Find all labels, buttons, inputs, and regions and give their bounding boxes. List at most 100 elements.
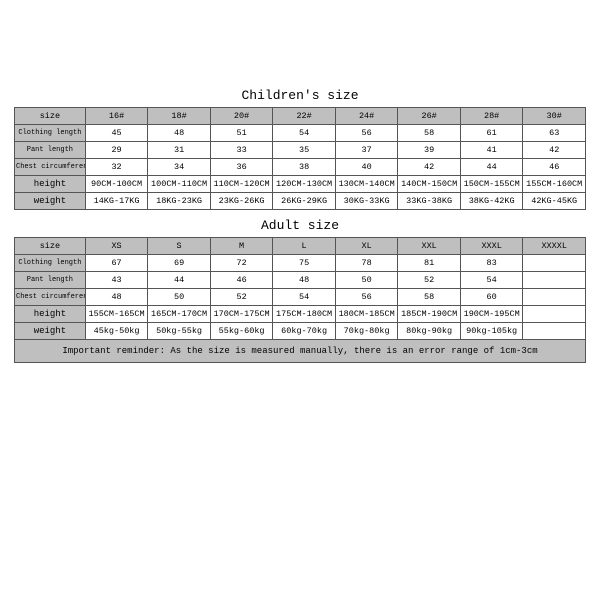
children-size-table: size 16# 18# 20# 22# 24# 26# 28# 30# Clo… — [14, 107, 586, 210]
adult-size-col: S — [148, 238, 211, 255]
cell: 18KG-23KG — [148, 193, 211, 210]
cell: 67 — [85, 255, 148, 272]
cell: 50kg-55kg — [148, 323, 211, 340]
row-label: height — [15, 176, 86, 193]
adult-size-table: size XS S M L XL XXL XXXL XXXXL Clothing… — [14, 237, 586, 363]
cell: 165CM-170CM — [148, 306, 211, 323]
adult-header-row: size XS S M L XL XXL XXXL XXXXL — [15, 238, 586, 255]
cell: 26KG-29KG — [273, 193, 336, 210]
adult-size-col: XXL — [398, 238, 461, 255]
cell: 90CM-100CM — [85, 176, 148, 193]
cell: 50 — [148, 289, 211, 306]
cell: 51 — [210, 125, 273, 142]
children-size-col: 18# — [148, 108, 211, 125]
cell: 14KG-17KG — [85, 193, 148, 210]
cell: 54 — [273, 289, 336, 306]
cell: 130CM-140CM — [335, 176, 398, 193]
cell: 58 — [398, 125, 461, 142]
cell: 56 — [335, 125, 398, 142]
table-row: weight 45kg-50kg 50kg-55kg 55kg-60kg 60k… — [15, 323, 586, 340]
cell: 40 — [335, 159, 398, 176]
cell: 100CM-110CM — [148, 176, 211, 193]
cell: 70kg-80kg — [335, 323, 398, 340]
cell: 83 — [460, 255, 523, 272]
adult-size-col: XXXL — [460, 238, 523, 255]
children-size-col: 26# — [398, 108, 461, 125]
cell: 170CM-175CM — [210, 306, 273, 323]
cell: 52 — [398, 272, 461, 289]
cell: 46 — [523, 159, 586, 176]
cell: 38 — [273, 159, 336, 176]
cell: 46 — [210, 272, 273, 289]
cell: 185CM-190CM — [398, 306, 461, 323]
cell: 54 — [460, 272, 523, 289]
adult-size-col: XS — [85, 238, 148, 255]
cell: 80kg-90kg — [398, 323, 461, 340]
cell: 190CM-195CM — [460, 306, 523, 323]
row-label: Clothing length — [15, 255, 86, 272]
children-size-col: 30# — [523, 108, 586, 125]
table-row: Pant length 43 44 46 48 50 52 54 — [15, 272, 586, 289]
cell: 155CM-165CM — [85, 306, 148, 323]
cell: 41 — [460, 142, 523, 159]
children-header-row: size 16# 18# 20# 22# 24# 26# 28# 30# — [15, 108, 586, 125]
children-size-col: 24# — [335, 108, 398, 125]
cell: 39 — [398, 142, 461, 159]
cell: 43 — [85, 272, 148, 289]
cell: 180CM-185CM — [335, 306, 398, 323]
adult-size-col: M — [210, 238, 273, 255]
adult-size-col: XXXXL — [523, 238, 586, 255]
cell: 120CM-130CM — [273, 176, 336, 193]
table-row: height 90CM-100CM 100CM-110CM 110CM-120C… — [15, 176, 586, 193]
adult-size-col: XL — [335, 238, 398, 255]
table-row: Chest circumference 1/2 48 50 52 54 56 5… — [15, 289, 586, 306]
cell: 33KG-38KG — [398, 193, 461, 210]
cell: 69 — [148, 255, 211, 272]
cell: 55kg-60kg — [210, 323, 273, 340]
reminder-text: Important reminder: As the size is measu… — [15, 340, 586, 363]
cell: 150CM-155CM — [460, 176, 523, 193]
table-row: height 155CM-165CM 165CM-170CM 170CM-175… — [15, 306, 586, 323]
cell: 45kg-50kg — [85, 323, 148, 340]
cell: 175CM-180CM — [273, 306, 336, 323]
children-title: Children's size — [14, 88, 586, 103]
cell: 38KG-42KG — [460, 193, 523, 210]
cell — [523, 272, 586, 289]
row-label: Clothing length — [15, 125, 86, 142]
cell — [523, 306, 586, 323]
cell: 44 — [460, 159, 523, 176]
row-label: weight — [15, 193, 86, 210]
cell: 32 — [85, 159, 148, 176]
table-row: Chest circumference 1/2 32 34 36 38 40 4… — [15, 159, 586, 176]
cell: 23KG-26KG — [210, 193, 273, 210]
table-row: weight 14KG-17KG 18KG-23KG 23KG-26KG 26K… — [15, 193, 586, 210]
adult-size-label: size — [15, 238, 86, 255]
reminder-row: Important reminder: As the size is measu… — [15, 340, 586, 363]
cell: 140CM-150CM — [398, 176, 461, 193]
cell: 45 — [85, 125, 148, 142]
row-label: weight — [15, 323, 86, 340]
cell: 33 — [210, 142, 273, 159]
cell — [523, 289, 586, 306]
cell: 48 — [273, 272, 336, 289]
cell: 36 — [210, 159, 273, 176]
cell: 61 — [460, 125, 523, 142]
adult-size-col: L — [273, 238, 336, 255]
cell: 37 — [335, 142, 398, 159]
row-label: Pant length — [15, 272, 86, 289]
cell: 72 — [210, 255, 273, 272]
table-row: Clothing length 67 69 72 75 78 81 83 — [15, 255, 586, 272]
row-label: height — [15, 306, 86, 323]
cell: 48 — [85, 289, 148, 306]
cell: 60 — [460, 289, 523, 306]
row-label: Chest circumference 1/2 — [15, 289, 86, 306]
row-label: Pant length — [15, 142, 86, 159]
adult-title: Adult size — [14, 218, 586, 233]
children-size-col: 22# — [273, 108, 336, 125]
cell: 60kg-70kg — [273, 323, 336, 340]
cell: 31 — [148, 142, 211, 159]
cell: 42KG-45KG — [523, 193, 586, 210]
cell: 63 — [523, 125, 586, 142]
cell: 35 — [273, 142, 336, 159]
cell: 30KG-33KG — [335, 193, 398, 210]
